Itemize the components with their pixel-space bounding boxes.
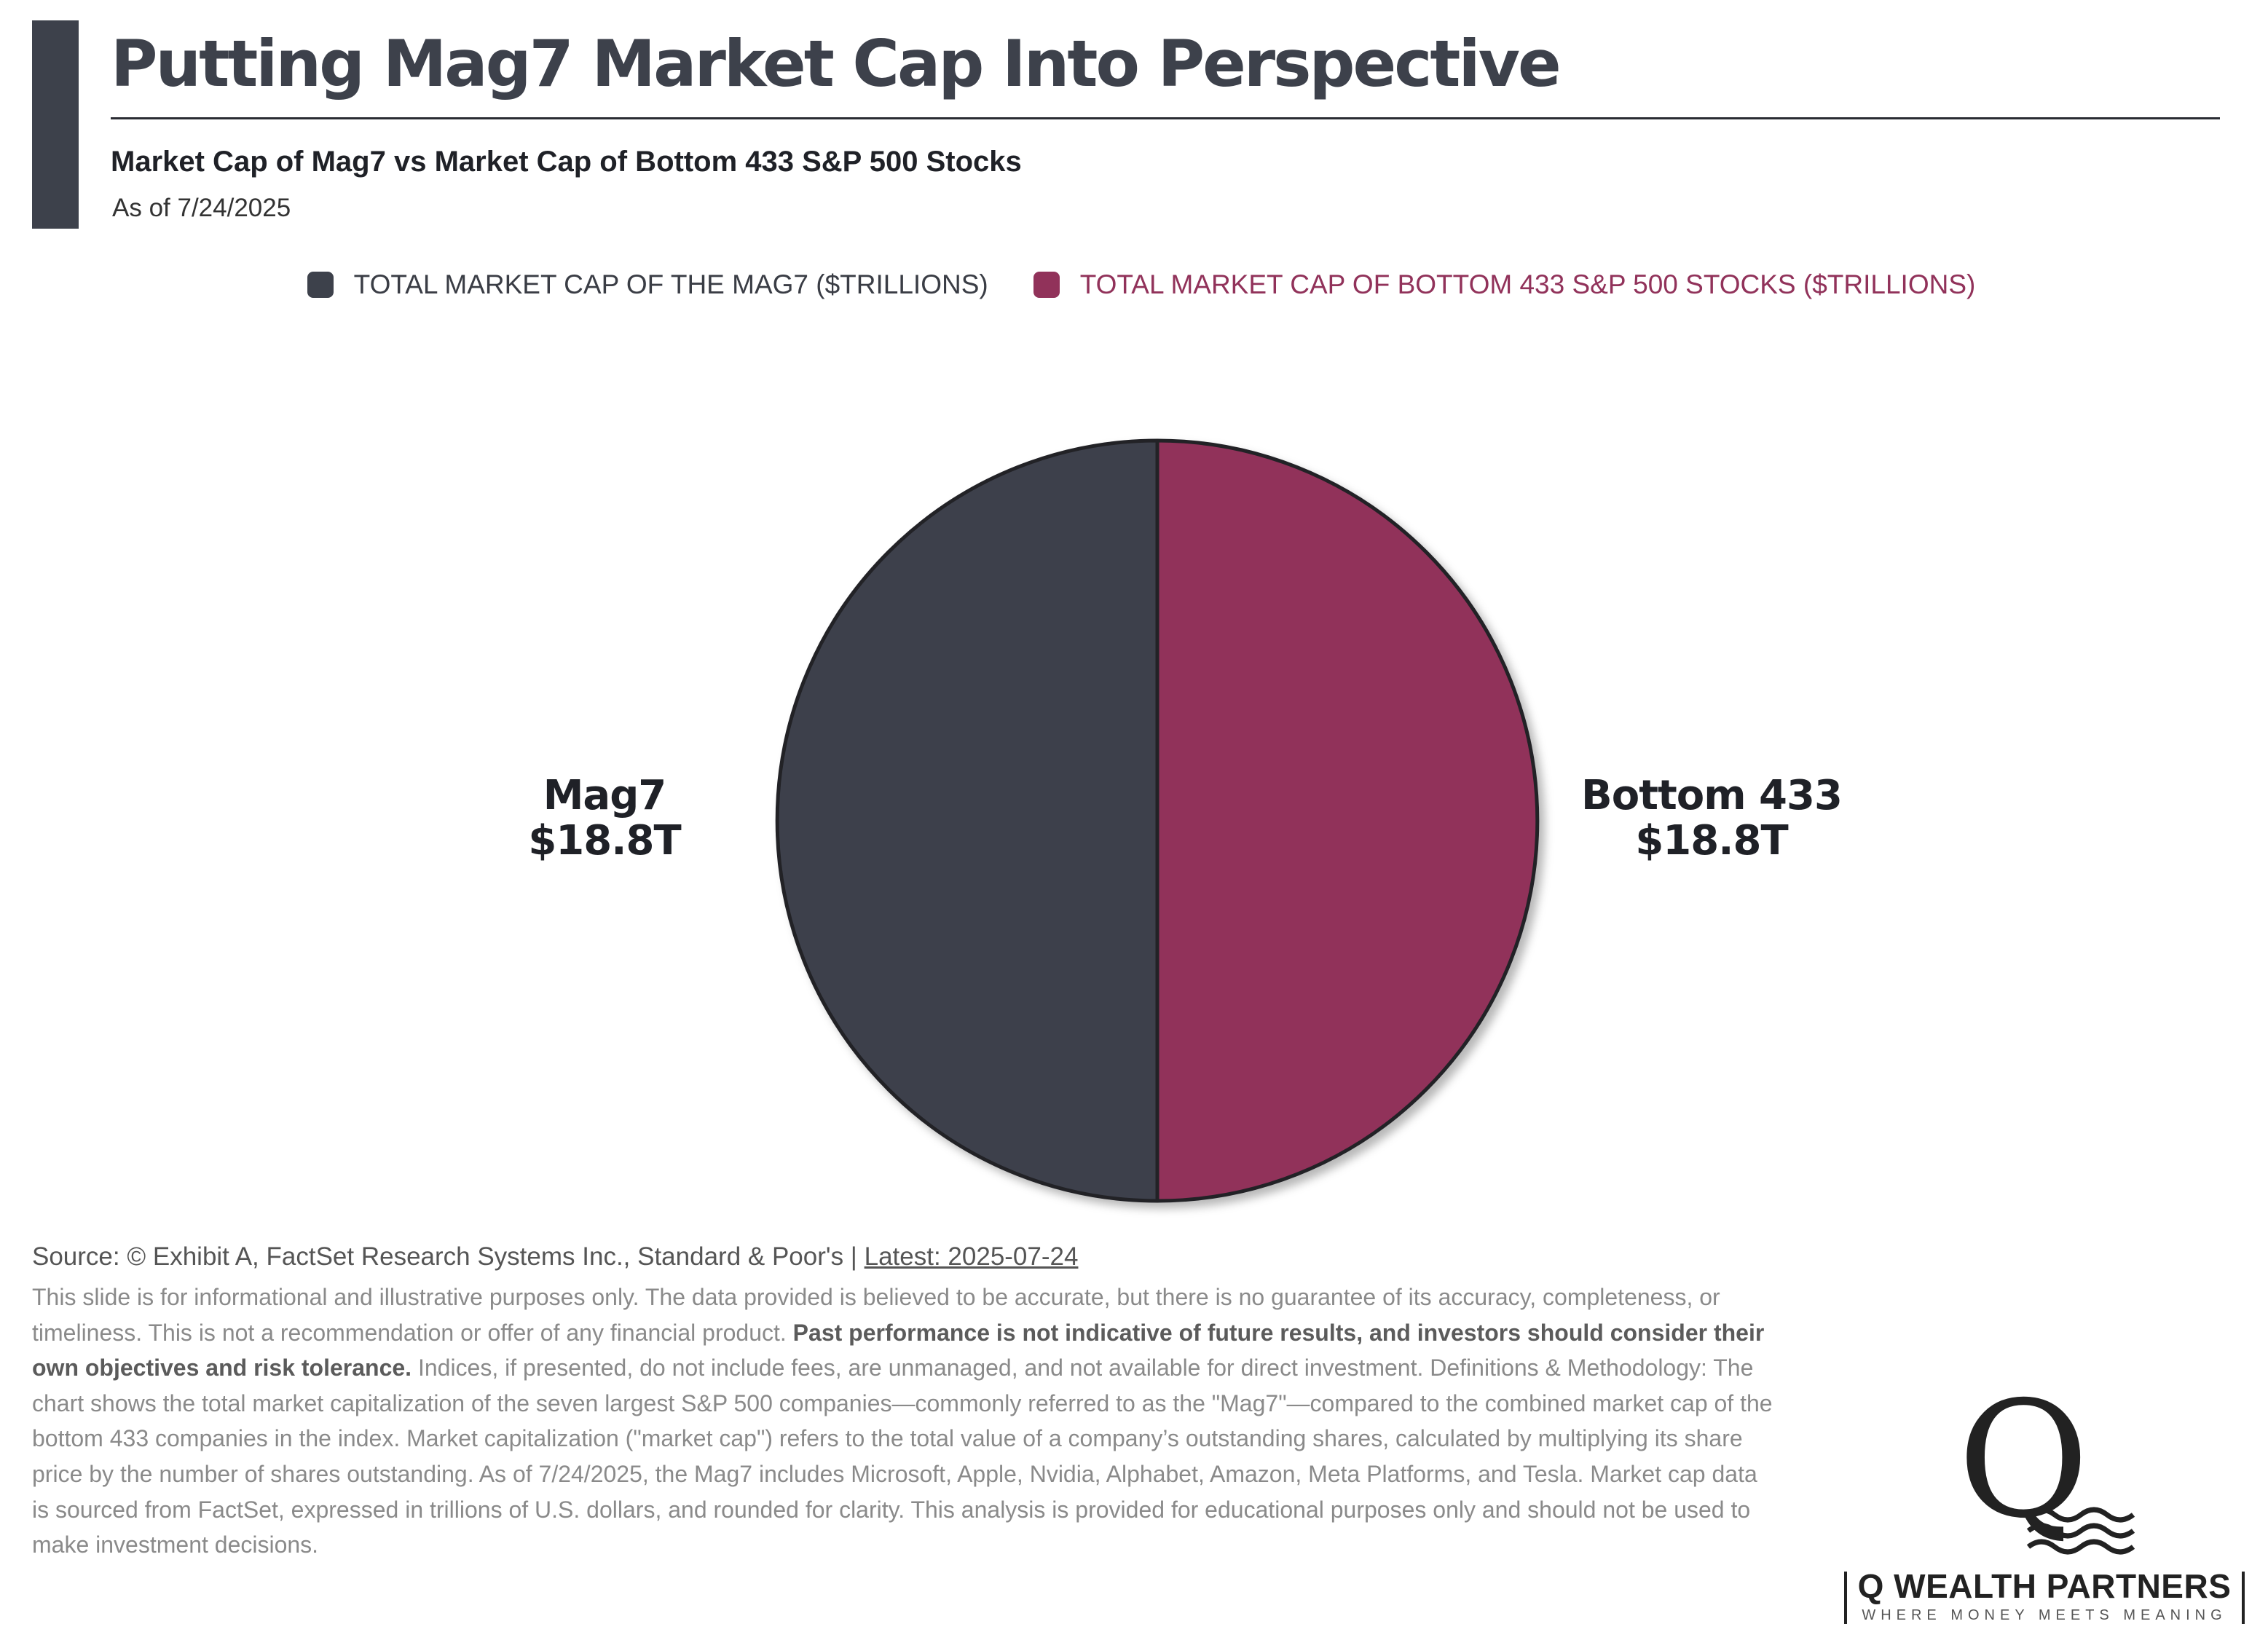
logo-bracket-left [1844, 1572, 1847, 1624]
disclaimer-bold: Past performance is not indicative of fu… [32, 1319, 1765, 1381]
slice-label-mag7: Mag7 $18.8T [459, 773, 750, 864]
pie-chart [775, 438, 1540, 1203]
pie-slice-bottom433 [1155, 438, 1540, 1203]
latest-date-link[interactable]: Latest: 2025-07-24 [864, 1242, 1079, 1271]
legend-label-mag7: TOTAL MARKET CAP OF THE MAG7 ($TRILLIONS… [353, 269, 988, 299]
title-accent-bar [32, 20, 79, 229]
logo-q-letter: Q [1958, 1367, 2090, 1553]
source-note: Source: © Exhibit A, FactSet Research Sy… [32, 1242, 1078, 1272]
logo-company-name: Q WEALTH PARTNERS [1857, 1567, 2232, 1605]
chart-legend: TOTAL MARKET CAP OF THE MAG7 ($TRILLIONS… [0, 269, 2268, 300]
disclaimer-text-1: This slide is for informational and illu… [32, 1284, 1720, 1346]
legend-label-bottom433: TOTAL MARKET CAP OF BOTTOM 433 S&P 500 S… [1079, 269, 1976, 299]
slice-label-bottom433: Bottom 433 $18.8T [1544, 773, 1879, 864]
disclaimer-text-2: Indices, if presented, do not include fe… [32, 1355, 1773, 1558]
waves-icon [2026, 1507, 2135, 1555]
slice-value-mag7: $18.8T [528, 817, 681, 864]
legend-item-mag7: TOTAL MARKET CAP OF THE MAG7 ($TRILLIONS… [307, 269, 988, 300]
legend-swatch-mag7 [307, 272, 334, 298]
logo-tagline: WHERE MONEY MEETS MEANING [1862, 1607, 2227, 1623]
legend-swatch-bottom433 [1033, 272, 1060, 298]
disclaimer: This slide is for informational and illu… [32, 1280, 1773, 1563]
as-of-date: As of 7/24/2025 [112, 194, 291, 222]
slice-value-bottom433: $18.8T [1635, 817, 1788, 864]
company-logo: Q Q WEALTH PARTNERS WHERE MONEY MEETS ME… [1835, 1380, 2251, 1628]
pie-slice-mag7 [775, 438, 1159, 1203]
chart-subtitle: Market Cap of Mag7 vs Market Cap of Bott… [111, 146, 1022, 178]
slice-name-mag7: Mag7 [543, 772, 667, 819]
legend-item-bottom433: TOTAL MARKET CAP OF BOTTOM 433 S&P 500 S… [1033, 269, 1976, 300]
title-divider [111, 117, 2220, 119]
logo-bracket-right [2242, 1572, 2245, 1624]
slice-name-bottom433: Bottom 433 [1581, 772, 1843, 819]
source-text: Source: © Exhibit A, FactSet Research Sy… [32, 1242, 865, 1271]
page-title: Putting Mag7 Market Cap Into Perspective [111, 26, 1562, 101]
